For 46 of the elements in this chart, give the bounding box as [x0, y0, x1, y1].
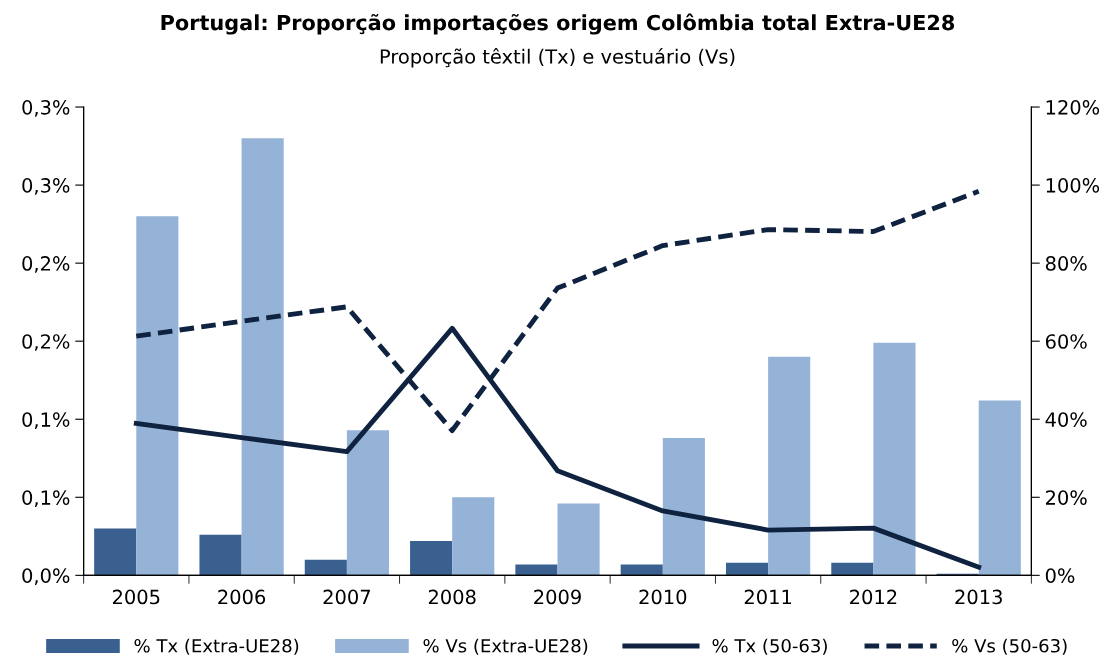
bar [725, 562, 769, 576]
bar [136, 216, 179, 576]
y2-tick-label: 60% [1045, 334, 1087, 349]
y2-tick-label: 120% [1046, 100, 1100, 115]
x-tick-label: 2008 [428, 589, 476, 605]
y2-tick-label: 20% [1045, 490, 1087, 505]
y-tick-label: 0,1% [22, 412, 70, 429]
bar [304, 559, 347, 576]
legend-label: % Vs (Extra-UE28) [423, 638, 588, 655]
bar [94, 528, 137, 576]
y2-tick-label: 80% [1045, 256, 1087, 271]
x-tick-label: 2005 [112, 589, 160, 605]
y-tick-label: 0,1% [22, 490, 70, 507]
x-tick-label: 2011 [744, 589, 792, 605]
chart-title: Portugal: Proporção importações origem Colômbia total Extra-UE28 [161, 13, 955, 35]
bar [452, 497, 495, 576]
x-tick-label: 2010 [639, 589, 687, 605]
bar [978, 400, 1021, 576]
bar [831, 562, 874, 576]
x-tick-label: 2006 [218, 589, 266, 605]
legend-label: % Tx (50-63) [712, 638, 827, 655]
bar [662, 437, 705, 576]
y-tick-label: 0,3% [22, 100, 70, 117]
y-tick-label: 0,0% [22, 568, 70, 585]
y-tick-label: 0,2% [22, 256, 70, 273]
legend-label: % Vs (50-63) [952, 638, 1067, 655]
bar [557, 503, 600, 576]
bar [515, 564, 558, 576]
x-tick-label: 2007 [323, 589, 370, 605]
y-tick-label: 0,3% [22, 178, 70, 195]
bar [620, 564, 663, 576]
y2-tick-label: 40% [1045, 412, 1087, 427]
x-tick-label: 2012 [850, 589, 897, 605]
chart-subtitle: Proporção têxtil (Tx) e vestuário (Vs) [380, 48, 735, 68]
bar [873, 342, 916, 576]
bar [768, 356, 811, 576]
x-tick-label: 2013 [955, 589, 1002, 605]
y2-tick-label: 0% [1045, 568, 1075, 583]
bar [199, 534, 242, 576]
y2-tick-label: 100% [1046, 178, 1100, 193]
bar [410, 541, 453, 576]
y-tick-label: 0,2% [22, 334, 70, 351]
bar [241, 138, 284, 576]
x-tick-label: 2009 [534, 589, 581, 605]
legend-label: % Tx (Extra-UE28) [134, 638, 299, 655]
bar [346, 430, 390, 576]
